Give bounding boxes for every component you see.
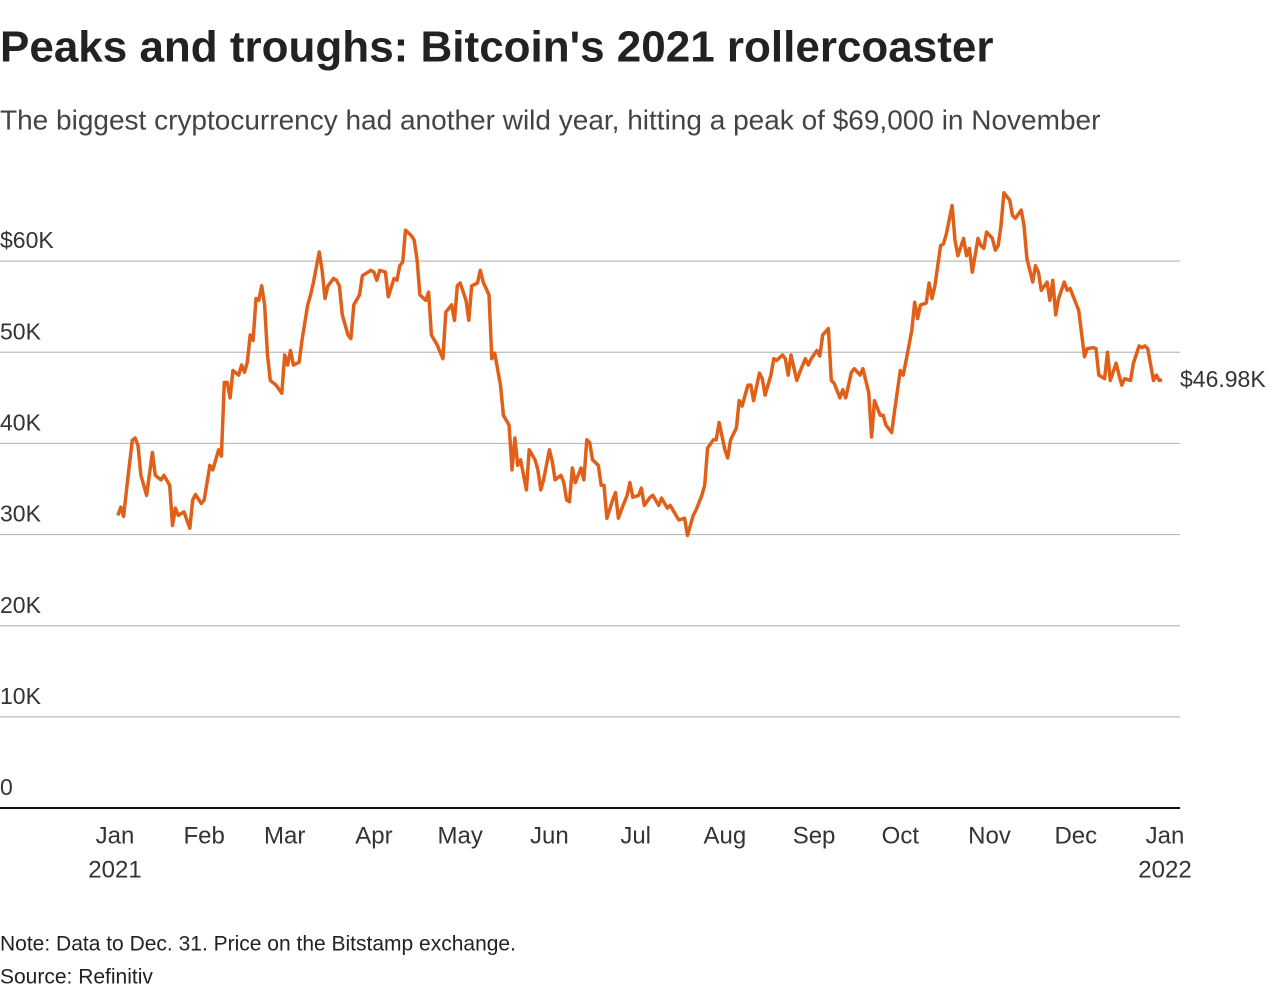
- x-tick-label: Feb: [183, 822, 224, 849]
- x-tick-label: Sep: [793, 822, 836, 849]
- x-tick-label: Mar: [264, 822, 305, 849]
- x-tick-year: 2021: [88, 856, 141, 883]
- y-tick-label: 0: [0, 774, 13, 800]
- y-tick-label: 50K: [0, 318, 42, 344]
- x-tick-year: 2022: [1138, 856, 1191, 883]
- x-tick-label: Apr: [355, 822, 392, 849]
- chart-title: Peaks and troughs: Bitcoin's 2021 roller…: [0, 23, 993, 72]
- y-tick-label: 40K: [0, 410, 42, 436]
- x-tick-label: Jul: [620, 822, 651, 849]
- x-tick-label: Jun: [530, 822, 569, 849]
- end-label: $46.98K: [1180, 366, 1266, 392]
- x-tick-label: Aug: [704, 822, 747, 849]
- x-tick-label: Nov: [968, 822, 1011, 849]
- y-tick-label: 20K: [0, 592, 42, 618]
- price-line: [116, 191, 1163, 538]
- note: Note: Data to Dec. 31. Price on the Bits…: [0, 933, 516, 956]
- x-tick-label: Jan: [96, 822, 135, 849]
- x-tick-label: May: [438, 822, 483, 849]
- y-tick-label: 30K: [0, 501, 42, 527]
- y-tick-label: $60K: [0, 227, 54, 253]
- x-tick-label: Oct: [882, 822, 920, 849]
- chart-subtitle: The biggest cryptocurrency had another w…: [0, 104, 1100, 135]
- x-tick-label: Dec: [1054, 822, 1097, 849]
- source: Source: Refinitiv: [0, 966, 153, 989]
- y-tick-label: 10K: [0, 683, 42, 709]
- x-tick-label: Jan: [1146, 822, 1185, 849]
